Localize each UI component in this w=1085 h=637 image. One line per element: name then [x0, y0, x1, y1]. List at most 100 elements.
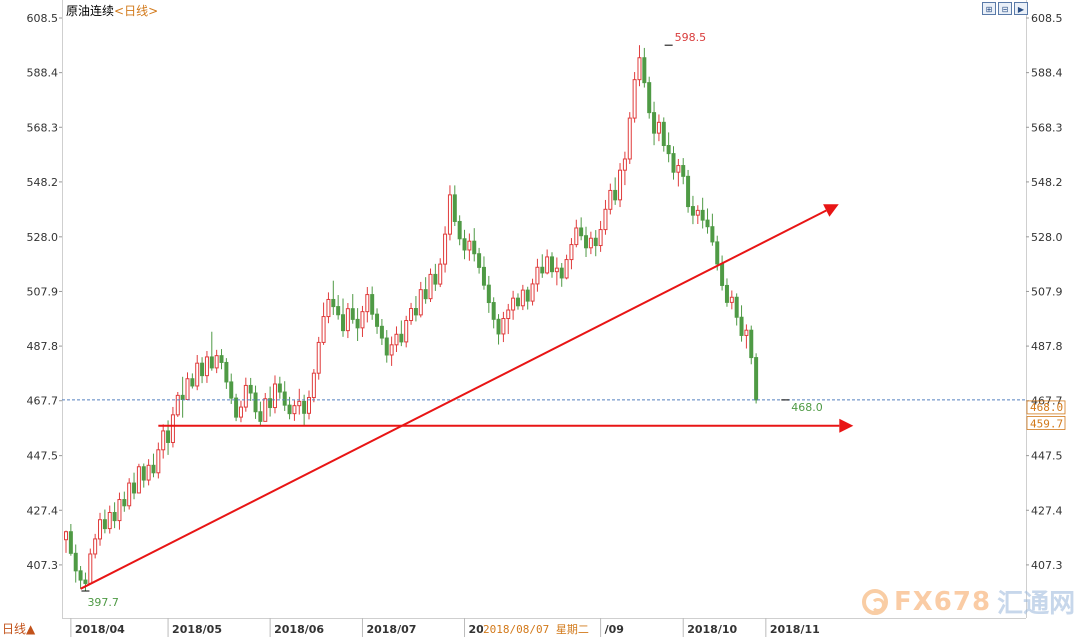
- candle-down: [642, 57, 647, 84]
- candle-down: [452, 194, 457, 222]
- brand-logo-icon: [862, 588, 888, 615]
- x-tick-label: 2018/05: [172, 623, 222, 636]
- candle-up: [530, 283, 535, 302]
- candle-down: [122, 499, 127, 507]
- trend-arrow-line: [80, 209, 827, 590]
- single-chart-icon[interactable]: ⊞: [982, 2, 996, 15]
- y-tick-label-right: 588.4: [1031, 67, 1063, 80]
- candle-up: [545, 256, 550, 274]
- candle-up: [345, 308, 350, 332]
- candle-down: [224, 361, 229, 383]
- candle-down: [715, 241, 720, 265]
- candle-down: [384, 337, 389, 356]
- candle-down: [666, 145, 671, 155]
- candle-down: [190, 378, 195, 387]
- candle-down: [433, 273, 438, 285]
- current-price-tag: 468.0: [1030, 401, 1063, 414]
- candle-down: [754, 357, 759, 401]
- candle-down: [83, 579, 88, 584]
- candle-down: [481, 266, 486, 286]
- period-selector-button[interactable]: 日线▲: [2, 622, 36, 636]
- candle-down: [661, 121, 666, 147]
- candle-down: [486, 284, 491, 304]
- candle-up: [676, 165, 681, 173]
- x-tick-label: 20: [469, 623, 485, 636]
- x-tick-label: 2018/04: [75, 623, 125, 636]
- candle-down: [423, 289, 428, 300]
- candle-down: [671, 153, 676, 173]
- candle-up: [656, 121, 661, 134]
- multi-chart-icon[interactable]: ⊟: [998, 2, 1012, 15]
- candle-down: [151, 464, 156, 474]
- y-tick-label-left: 528.0: [27, 231, 59, 244]
- y-tick-label-right: 447.5: [1031, 450, 1063, 463]
- x-tick-label: 2018/11: [770, 623, 820, 636]
- candle-up: [409, 308, 414, 322]
- y-tick-label-right: 568.3: [1031, 121, 1063, 134]
- candle-up: [569, 244, 574, 261]
- overlays: 468.0 459.7 598.5 397.7 468.0: [62, 31, 1066, 609]
- y-tick-label-left: 568.3: [27, 121, 59, 134]
- candle-down: [78, 570, 83, 581]
- y-tick-label-right: 507.9: [1031, 285, 1063, 298]
- candle-down: [287, 404, 292, 415]
- x-tick-label: 2018/07: [366, 623, 416, 636]
- candle-up: [321, 316, 326, 343]
- candle-down: [336, 306, 341, 316]
- next-icon[interactable]: ▶: [1014, 2, 1028, 15]
- candle-down: [550, 256, 554, 273]
- candle-down: [331, 298, 336, 308]
- instrument-name: 原油连续: [66, 4, 115, 18]
- x-tick-label: /09: [605, 623, 624, 636]
- candle-down: [686, 175, 691, 208]
- candle-down: [248, 384, 253, 394]
- candle-down: [302, 400, 307, 414]
- candle-up: [360, 311, 365, 329]
- candle-up: [272, 383, 277, 409]
- candle-down: [457, 220, 462, 240]
- candle-up: [438, 263, 443, 285]
- candle-down: [200, 362, 205, 377]
- candle-down: [253, 392, 258, 413]
- y-tick-label-left: 467.7: [27, 395, 59, 408]
- candle-down: [258, 411, 263, 422]
- candle-down: [141, 466, 146, 481]
- candle-up: [418, 289, 423, 316]
- candle-up: [326, 298, 331, 318]
- candle-down: [370, 294, 375, 315]
- candle-up: [443, 233, 448, 265]
- candle-up: [170, 414, 175, 443]
- y-tick-label-left: 548.2: [27, 176, 59, 189]
- support-price-tag-box: [1026, 416, 1066, 430]
- candle-up: [554, 267, 559, 273]
- candle-up: [117, 499, 122, 522]
- x-axis: 2018/04 2018/05 2018/06 2018/07 20/09 2018/10…: [70, 618, 820, 637]
- candle-down: [379, 325, 384, 339]
- high-label: 598.5: [675, 31, 707, 44]
- low-label: 397.7: [87, 596, 119, 609]
- period-label: <日线>: [114, 4, 159, 18]
- candle-up: [307, 397, 311, 414]
- candle-up: [428, 273, 433, 300]
- candle-up: [618, 169, 623, 201]
- candle-down: [515, 297, 520, 307]
- y-tick-label-left: 487.8: [27, 340, 59, 353]
- last-label: 468.0: [791, 401, 823, 414]
- candle-down: [593, 237, 598, 247]
- y-tick-label-right: 407.3: [1031, 559, 1063, 572]
- candle-up: [637, 57, 642, 81]
- candle-down: [559, 267, 564, 279]
- trend-arrow-head: [839, 418, 854, 433]
- watermark-brand: FX678: [894, 586, 992, 617]
- candle-down: [166, 430, 171, 443]
- candle-down: [350, 308, 355, 320]
- y-tick-label-left: 407.3: [27, 559, 59, 572]
- candle-up: [729, 296, 734, 303]
- candle-down: [102, 519, 107, 530]
- candle-up: [535, 266, 540, 285]
- candle-up: [501, 318, 506, 335]
- candle-up: [632, 79, 637, 119]
- candle-up: [598, 229, 603, 247]
- candle-down: [724, 284, 729, 303]
